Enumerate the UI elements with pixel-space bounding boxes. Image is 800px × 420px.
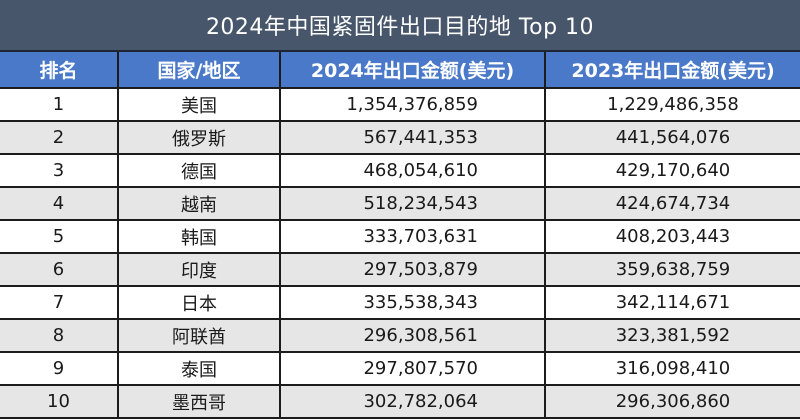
header-2023-value: 2023年出口金额(美元) [544,52,800,89]
value-2024-cell: 297,807,570 [279,351,546,386]
value-2024-cell: 1,354,376,859 [279,87,546,122]
country-cell: 德国 [117,153,281,188]
table-row: 8 阿联酋 296,308,561 323,381,592 [0,318,800,353]
rank-cell: 6 [0,252,119,287]
value-2024-cell: 296,308,561 [279,318,546,353]
value-2023-cell: 441,564,076 [544,120,800,155]
rank-cell: 3 [0,153,119,188]
country-cell: 墨西哥 [117,384,281,419]
value-2024-cell: 468,054,610 [279,153,546,188]
value-2023-cell: 424,674,734 [544,186,800,221]
header-row: 排名 国家/地区 2024年出口金额(美元) 2023年出口金额(美元) [0,52,800,89]
rank-cell: 5 [0,219,119,254]
country-cell: 日本 [117,285,281,320]
value-2024-cell: 518,234,543 [279,186,546,221]
country-cell: 阿联酋 [117,318,281,353]
value-2024-cell: 302,782,064 [279,384,546,419]
country-cell: 俄罗斯 [117,120,281,155]
value-2023-cell: 359,638,759 [544,252,800,287]
country-cell: 越南 [117,186,281,221]
country-cell: 泰国 [117,351,281,386]
value-2023-cell: 1,229,486,358 [544,87,800,122]
header-country: 国家/地区 [117,52,281,89]
header-2024-value: 2024年出口金额(美元) [279,52,546,89]
value-2024-cell: 333,703,631 [279,219,546,254]
value-2024-cell: 567,441,353 [279,120,546,155]
rank-cell: 9 [0,351,119,386]
country-cell: 印度 [117,252,281,287]
rank-cell: 4 [0,186,119,221]
export-table: 排名 国家/地区 2024年出口金额(美元) 2023年出口金额(美元) 1 美… [0,52,800,419]
table-row: 10 墨西哥 302,782,064 296,306,860 [0,384,800,419]
table-row: 2 俄罗斯 567,441,353 441,564,076 [0,120,800,155]
table-row: 7 日本 335,538,343 342,114,671 [0,285,800,320]
country-cell: 韩国 [117,219,281,254]
rank-cell: 1 [0,87,119,122]
value-2023-cell: 296,306,860 [544,384,800,419]
table-row: 9 泰国 297,807,570 316,098,410 [0,351,800,386]
value-2023-cell: 323,381,592 [544,318,800,353]
table-row: 6 印度 297,503,879 359,638,759 [0,252,800,287]
value-2024-cell: 335,538,343 [279,285,546,320]
table-row: 3 德国 468,054,610 429,170,640 [0,153,800,188]
table-row: 1 美国 1,354,376,859 1,229,486,358 [0,87,800,122]
table-title: 2024年中国紧固件出口目的地 Top 10 [0,0,800,52]
rank-cell: 7 [0,285,119,320]
value-2023-cell: 342,114,671 [544,285,800,320]
value-2023-cell: 316,098,410 [544,351,800,386]
country-cell: 美国 [117,87,281,122]
value-2024-cell: 297,503,879 [279,252,546,287]
value-2023-cell: 408,203,443 [544,219,800,254]
table-row: 5 韩国 333,703,631 408,203,443 [0,219,800,254]
rank-cell: 8 [0,318,119,353]
value-2023-cell: 429,170,640 [544,153,800,188]
rank-cell: 10 [0,384,119,419]
header-rank: 排名 [0,52,119,89]
rank-cell: 2 [0,120,119,155]
table-row: 4 越南 518,234,543 424,674,734 [0,186,800,221]
